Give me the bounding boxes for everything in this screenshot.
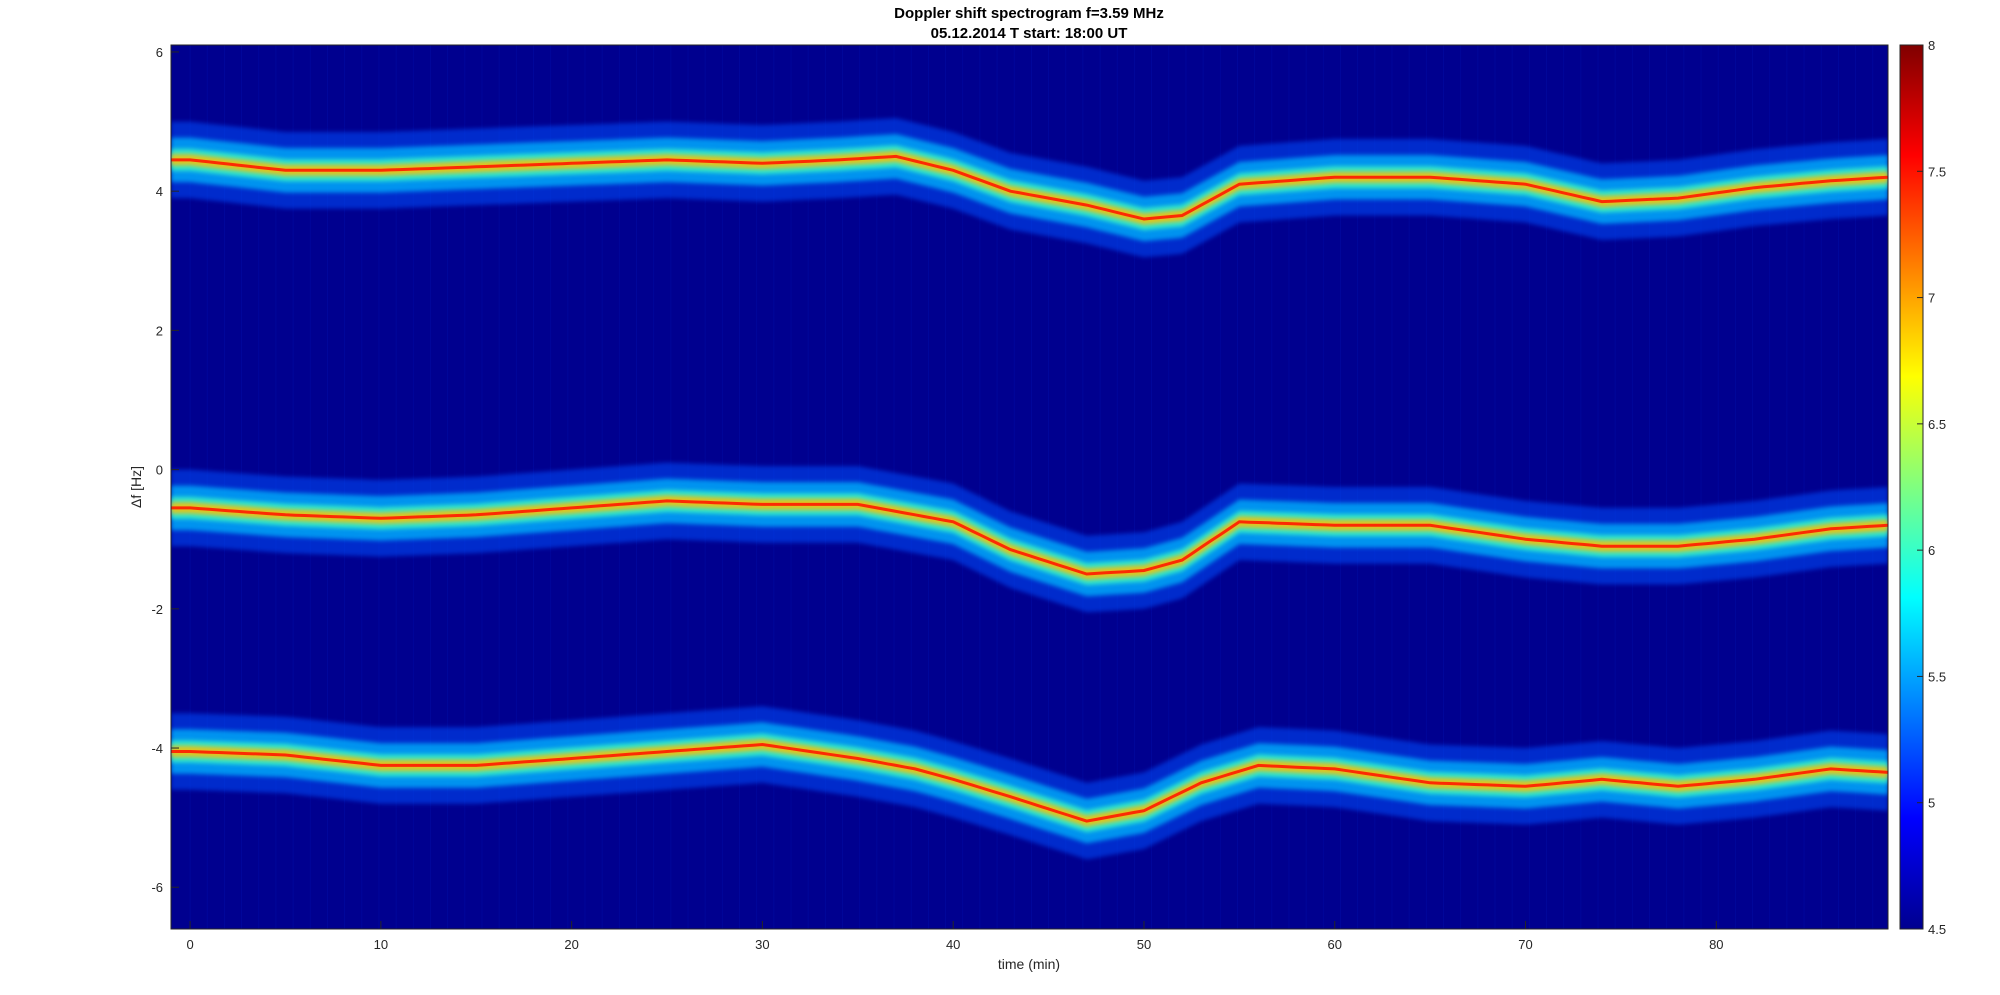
colorbar-tick-label: 4.5 [1928, 922, 1946, 937]
chart-subtitle: 05.12.2014 T start: 18:00 UT [931, 25, 1128, 42]
x-tick-label: 40 [946, 937, 960, 952]
doppler-trace-3 [171, 706, 1888, 860]
y-tick-label: 0 [156, 463, 163, 478]
x-tick-label: 20 [564, 937, 578, 952]
y-tick-label: 4 [156, 184, 163, 199]
x-tick-label: 70 [1518, 937, 1532, 952]
y-tick-label: -6 [151, 880, 163, 895]
y-axis-label: Δf [Hz] [128, 466, 144, 508]
x-axis-label: time (min) [998, 956, 1060, 972]
colorbar-tick-label: 8 [1928, 38, 1935, 53]
x-tick-label: 30 [755, 937, 769, 952]
doppler-trace-2 [171, 462, 1888, 613]
colorbar-tick-label: 5.5 [1928, 669, 1946, 684]
x-tick-label: 60 [1328, 937, 1342, 952]
trace-band [171, 495, 1888, 580]
y-tick-label: -4 [151, 741, 163, 756]
doppler-trace-1 [171, 118, 1888, 258]
colorbar-tick-label: 6 [1928, 543, 1935, 558]
colorbar-tick-label: 5 [1928, 796, 1935, 811]
colorbar-ticks: 4.5 5 5.5 6 6.5 7 7.5 8 [1917, 38, 1946, 937]
y-tick-label: 2 [156, 323, 163, 338]
trace-peak-line [171, 499, 1888, 576]
y-axis: -6 -4 -2 0 2 4 6 [151, 45, 179, 895]
x-tick-label: 80 [1709, 937, 1723, 952]
trace-peak-line [171, 742, 1888, 823]
trace-band [171, 489, 1888, 586]
y-tick-label: 6 [156, 45, 163, 60]
colorbar-tick-label: 7 [1928, 291, 1935, 306]
colorbar-tick-label: 6.5 [1928, 417, 1946, 432]
trace-band [171, 739, 1888, 827]
x-tick-label: 50 [1137, 937, 1151, 952]
x-tick-label: 0 [186, 937, 193, 952]
plot-frame [170, 44, 1889, 930]
x-axis: 0 10 20 30 40 50 60 70 80 [186, 921, 1724, 952]
colorbar [1899, 44, 1924, 930]
x-tick-label: 10 [374, 937, 388, 952]
colorbar-tick-label: 7.5 [1928, 164, 1946, 179]
trace-peak-line [171, 154, 1888, 221]
y-tick-label: -2 [151, 602, 163, 617]
spectrogram-plot [171, 45, 1888, 929]
chart-title: Doppler shift spectrogram f=3.59 MHz [894, 5, 1164, 22]
